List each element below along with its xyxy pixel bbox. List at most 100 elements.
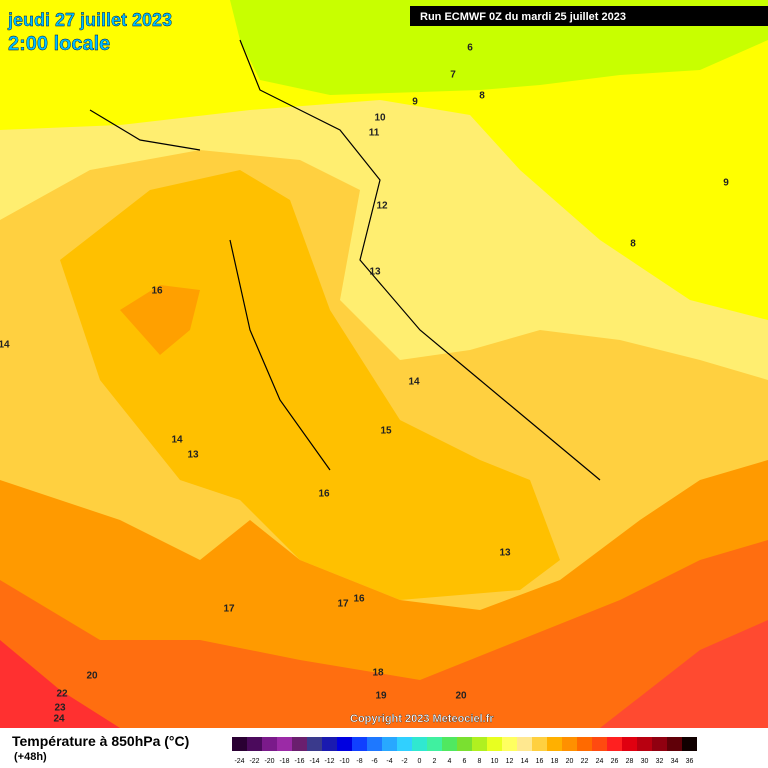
contour-label: 7 [450,70,456,81]
contour-label: 11 [369,128,380,139]
contour-label: 10 [374,113,386,124]
legend-label: -16 [294,758,304,765]
band-red-east [600,620,768,728]
copyright: Copyright 2023 Meteociel.fr [350,713,494,725]
legend-label: 24 [596,758,604,765]
legend-swatch [637,737,652,751]
legend-label: 14 [521,758,529,765]
contour-label: 20 [455,691,467,702]
contour-label: 17 [337,599,349,610]
legend-swatch [337,737,352,751]
band-red [0,640,120,728]
contour-label: 9 [723,178,729,189]
contour-label: 15 [380,426,392,437]
legend-label: 12 [506,758,514,765]
legend-label: -22 [249,758,259,765]
legend-label: -14 [309,758,319,765]
contour-label: 16 [151,286,163,297]
legend-swatch [502,737,517,751]
legend-label: 28 [626,758,634,765]
legend-label: 34 [671,758,679,765]
legend-swatch [427,737,442,751]
legend-label: -20 [264,758,274,765]
legend-swatch [592,737,607,751]
contour-label: 22 [56,689,68,700]
date: jeudi 27 juillet 2023 [7,10,172,30]
legend-swatch [307,737,322,751]
contour-label: 19 [375,691,387,702]
legend-label: 4 [448,758,452,765]
contour-label: 8 [479,91,485,102]
legend-swatch [607,737,622,751]
legend-swatch [517,737,532,751]
legend-label: -6 [371,758,377,765]
legend-label: 36 [686,758,694,765]
legend-label: -12 [324,758,334,765]
legend-label: -18 [279,758,289,765]
contour-label: 23 [54,703,66,714]
legend-swatch [622,737,637,751]
contour-label: 13 [187,450,199,461]
legend-swatch [322,737,337,751]
legend-label: -4 [386,758,392,765]
legend-swatch [562,737,577,751]
legend-label: 2 [433,758,437,765]
legend-swatch [472,737,487,751]
legend-label: -2 [401,758,407,765]
legend-swatch [532,737,547,751]
legend-swatch [262,737,277,751]
legend-label: 0 [418,758,422,765]
legend-swatch [547,737,562,751]
time: 2:00 locale [8,33,110,55]
legend-label: 10 [491,758,499,765]
legend-label: 26 [611,758,619,765]
contour-label: 16 [353,594,365,605]
legend-label: 30 [641,758,649,765]
legend-label: 18 [551,758,559,765]
legend-swatch [292,737,307,751]
contour-label: 14 [408,377,420,388]
legend-swatch [457,737,472,751]
legend-swatch [652,737,667,751]
legend-label: 22 [581,758,589,765]
contour-label: 13 [499,548,511,559]
band-orange-light [60,170,560,600]
legend-swatch [397,737,412,751]
band-red-orange [0,540,768,728]
legend-swatch [382,737,397,751]
contour-label: 14 [171,435,183,446]
contour-label: 24 [53,714,65,725]
contour-label: 18 [372,668,384,679]
legend-label: 20 [566,758,574,765]
legend-swatch [442,737,457,751]
contour-label: 13 [369,267,381,278]
contour-label: 14 [0,340,10,351]
run-info: Run ECMWF 0Z du mardi 25 juillet 2023 [420,11,626,23]
legend-swatch [277,737,292,751]
legend-swatch [247,737,262,751]
legend-swatch [667,737,682,751]
contour-label: 9 [412,97,418,108]
contour-label: 16 [318,489,330,500]
legend-swatch [367,737,382,751]
legend-label: 16 [536,758,544,765]
legend-swatch [487,737,502,751]
legend-swatch [682,737,697,751]
contour-label: 17 [223,604,235,615]
coastline [89,39,601,481]
run-bg [410,6,768,26]
contour-label: 6 [467,43,473,54]
legend-label: -10 [339,758,349,765]
legend-swatch [412,737,427,751]
legend-label: 8 [478,758,482,765]
legend-swatch [232,737,247,751]
lead-time: (+48h) [14,751,47,763]
legend-label: -8 [356,758,362,765]
legend-label: 32 [656,758,664,765]
legend-label: -24 [234,758,244,765]
contour-label: 20 [86,671,98,682]
contour-label: 12 [376,201,388,212]
legend-swatch [577,737,592,751]
